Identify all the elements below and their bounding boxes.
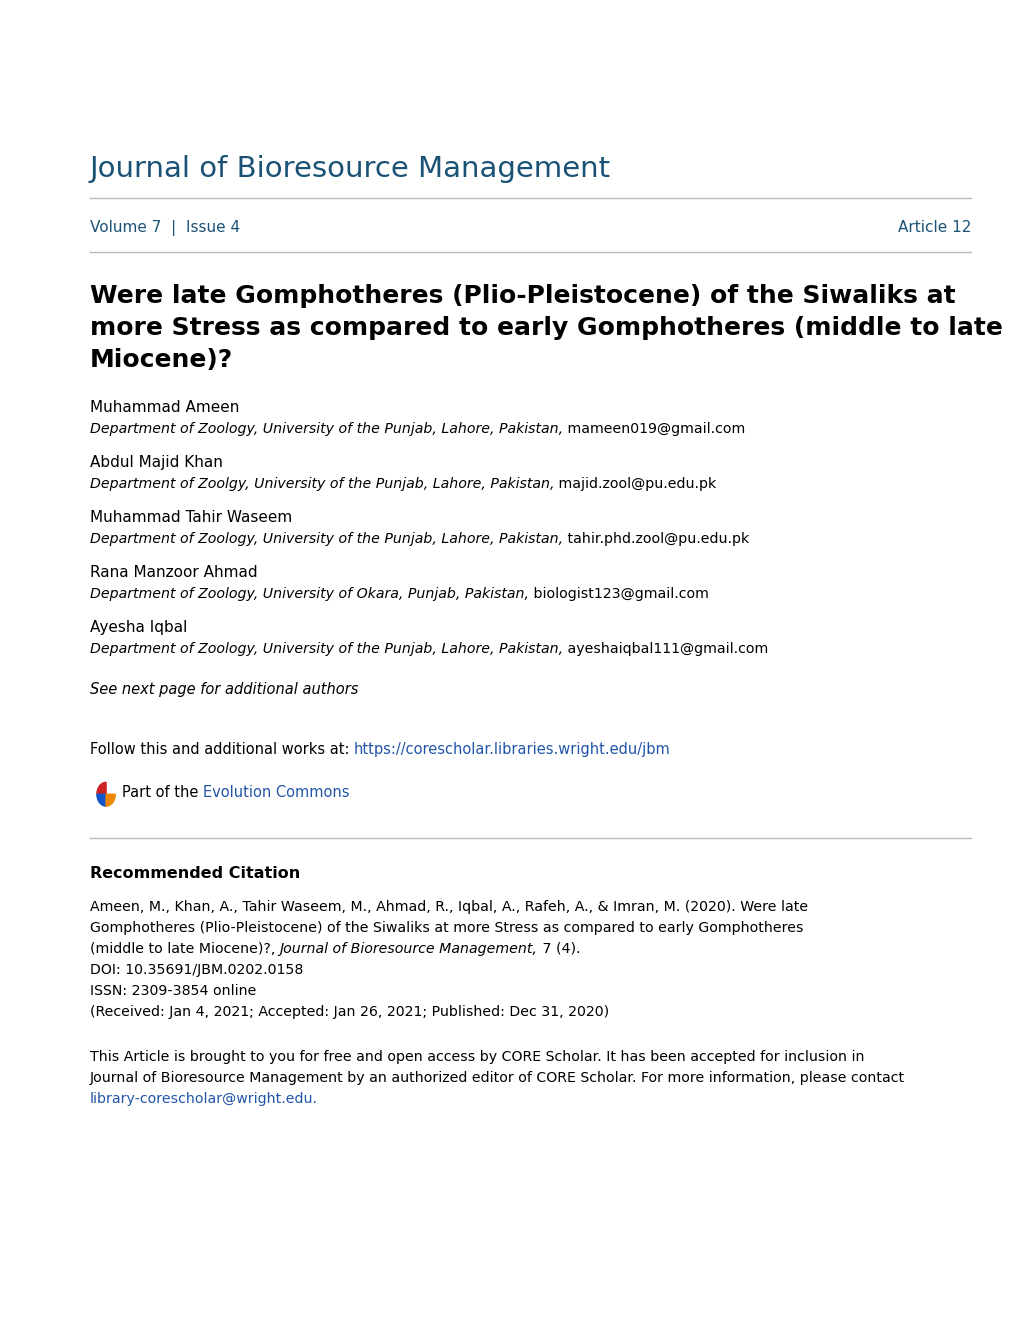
- Text: (middle to late Miocene)?,: (middle to late Miocene)?,: [90, 942, 279, 956]
- Text: Department of Zoology, University of the Punjab, Lahore, Pakistan,: Department of Zoology, University of the…: [90, 642, 562, 656]
- Text: majid.zool@pu.edu.pk: majid.zool@pu.edu.pk: [553, 477, 715, 491]
- Text: more Stress as compared to early Gomphotheres (middle to late: more Stress as compared to early Gomphot…: [90, 315, 1002, 341]
- Text: Journal of Bioresource Management,: Journal of Bioresource Management,: [279, 942, 537, 956]
- Text: Abdul Majid Khan: Abdul Majid Khan: [90, 455, 222, 470]
- Text: library-corescholar@wright.edu.: library-corescholar@wright.edu.: [90, 1092, 318, 1106]
- Text: Muhammad Tahir Waseem: Muhammad Tahir Waseem: [90, 510, 291, 525]
- Text: Volume 7  |  Issue 4: Volume 7 | Issue 4: [90, 220, 239, 236]
- Text: Department of Zoology, University of Okara, Punjab, Pakistan,: Department of Zoology, University of Oka…: [90, 587, 528, 601]
- Wedge shape: [106, 795, 115, 807]
- Text: This Article is brought to you for free and open access by CORE Scholar. It has : This Article is brought to you for free …: [90, 1049, 863, 1064]
- Text: https://corescholar.libraries.wright.edu/jbm: https://corescholar.libraries.wright.edu…: [354, 742, 669, 756]
- Text: Department of Zoolgy, University of the Punjab, Lahore, Pakistan,: Department of Zoolgy, University of the …: [90, 477, 553, 491]
- Text: Recommended Citation: Recommended Citation: [90, 866, 300, 880]
- Text: Department of Zoology, University of the Punjab, Lahore, Pakistan,: Department of Zoology, University of the…: [90, 532, 562, 546]
- Text: ayeshaiqbal111@gmail.com: ayeshaiqbal111@gmail.com: [562, 642, 767, 656]
- Text: (Received: Jan 4, 2021; Accepted: Jan 26, 2021; Published: Dec 31, 2020): (Received: Jan 4, 2021; Accepted: Jan 26…: [90, 1005, 608, 1019]
- Text: Rana Manzoor Ahmad: Rana Manzoor Ahmad: [90, 565, 257, 579]
- Wedge shape: [97, 783, 106, 795]
- Text: tahir.phd.zool@pu.edu.pk: tahir.phd.zool@pu.edu.pk: [562, 532, 748, 546]
- Text: mameen019@gmail.com: mameen019@gmail.com: [562, 422, 745, 436]
- Text: Journal of Bioresource Management: Journal of Bioresource Management: [90, 154, 610, 183]
- Text: biologist123@gmail.com: biologist123@gmail.com: [528, 587, 708, 601]
- Text: Part of the: Part of the: [122, 785, 203, 800]
- Text: Journal of Bioresource Management by an authorized editor of CORE Scholar. For m: Journal of Bioresource Management by an …: [90, 1071, 904, 1085]
- Text: DOI: 10.35691/JBM.0202.0158: DOI: 10.35691/JBM.0202.0158: [90, 964, 303, 977]
- Text: Muhammad Ameen: Muhammad Ameen: [90, 400, 238, 414]
- Text: Follow this and additional works at:: Follow this and additional works at:: [90, 742, 354, 756]
- Text: Department of Zoology, University of the Punjab, Lahore, Pakistan,: Department of Zoology, University of the…: [90, 422, 562, 436]
- Text: Article 12: Article 12: [897, 220, 970, 235]
- Text: ISSN: 2309-3854 online: ISSN: 2309-3854 online: [90, 983, 256, 998]
- Text: Ayesha Iqbal: Ayesha Iqbal: [90, 620, 186, 635]
- Text: Evolution Commons: Evolution Commons: [203, 785, 350, 800]
- Text: Miocene)?: Miocene)?: [90, 348, 232, 372]
- Wedge shape: [97, 795, 106, 807]
- Text: Were late Gomphotheres (Plio-Pleistocene) of the Siwaliks at: Were late Gomphotheres (Plio-Pleistocene…: [90, 284, 955, 308]
- Text: Ameen, M., Khan, A., Tahir Waseem, M., Ahmad, R., Iqbal, A., Rafeh, A., & Imran,: Ameen, M., Khan, A., Tahir Waseem, M., A…: [90, 900, 807, 913]
- Text: 7 (4).: 7 (4).: [537, 942, 580, 956]
- Text: Gomphotheres (Plio-Pleistocene) of the Siwaliks at more Stress as compared to ea: Gomphotheres (Plio-Pleistocene) of the S…: [90, 921, 803, 935]
- Text: See next page for additional authors: See next page for additional authors: [90, 682, 358, 697]
